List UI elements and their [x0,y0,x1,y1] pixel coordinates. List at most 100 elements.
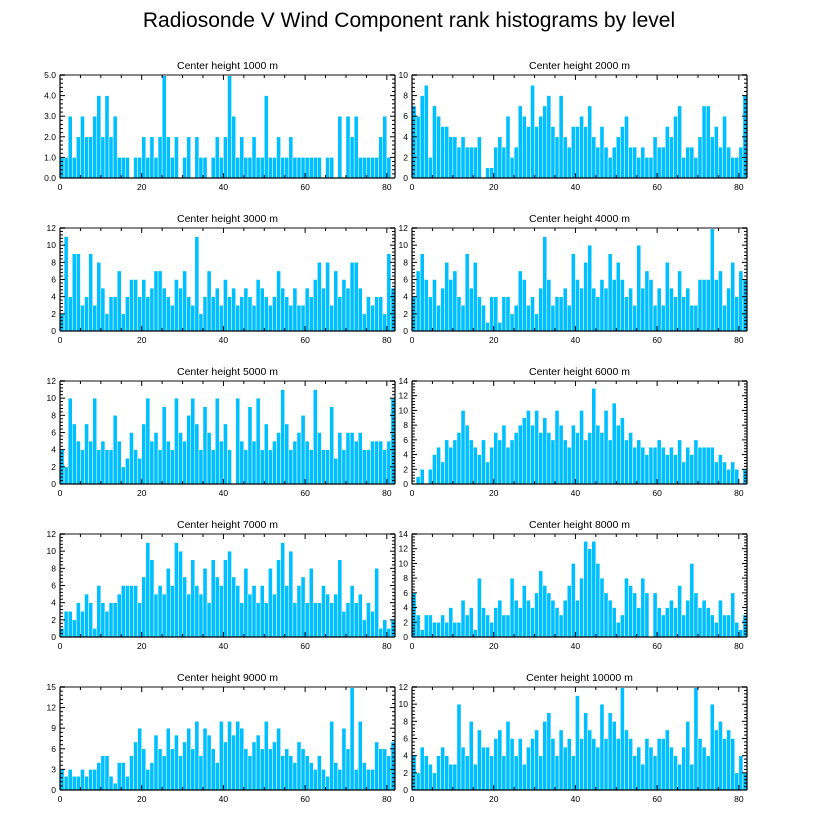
histogram-bar [677,764,682,791]
histogram-bar [701,746,707,791]
histogram-bar [505,721,511,791]
histogram-bar [182,157,187,179]
histogram-bar [206,270,212,332]
histogram-bar [231,734,236,791]
histogram-bar [223,559,228,638]
histogram-bar [345,602,351,638]
histogram-bar [121,466,126,485]
histogram-bar [292,440,298,485]
histogram-bar [72,423,77,485]
histogram-bar [460,746,466,791]
y-tick-label: 10 [399,558,409,568]
histogram-bar [272,157,277,179]
histogram-bar [194,585,200,638]
histogram-bar [264,423,269,485]
histogram-bar [734,622,740,638]
y-tick-label: 14 [399,529,409,539]
histogram-bar [456,146,462,179]
histogram-bar [333,458,339,485]
histogram-bar [284,157,290,179]
histogram-bar [640,287,646,332]
x-tick-label: 0 [410,182,415,192]
histogram-bar [726,729,731,791]
histogram-bar [660,614,666,638]
histogram-bar [59,157,65,179]
histogram-bar [579,738,584,791]
histogram-bar [468,721,474,791]
histogram-bar [129,432,134,485]
histogram-bar [255,279,261,332]
histogram-bar [468,287,474,332]
histogram-bar [542,105,548,179]
y-tick-label: 8 [403,716,408,726]
histogram-bar [219,721,224,791]
histogram-bar [63,236,69,332]
histogram-bar [460,305,466,332]
histogram-bar [362,449,367,485]
histogram-bar [628,585,633,638]
histogram-bar [562,599,568,638]
histogram-bar [509,313,515,332]
histogram-bar [636,244,642,332]
histogram-bar [194,236,200,332]
histogram-bar [493,146,499,179]
histogram-bar [210,296,216,332]
histogram-bar [231,287,236,332]
histogram-bar [96,95,102,179]
histogram-bar [603,146,609,179]
histogram-bar [665,607,670,638]
histogram-bar [697,279,703,332]
histogram-bar [652,592,658,638]
histogram-bar [214,576,220,638]
histogram-bar [67,611,73,638]
histogram-bar [178,432,183,485]
histogram-bar [165,296,171,332]
y-tick-label: 0 [51,785,56,795]
histogram-bar [481,439,486,485]
histogram-bar [170,157,175,179]
histogram-bar [80,769,85,791]
histogram-bar [620,126,625,179]
histogram-bar [178,550,183,638]
histogram-bar [448,764,454,791]
histogram-bar [485,746,490,791]
histogram-panel: Center height 8000 m 0 20 40 60 80 0 2 4 6 8 10 12 14 [399,519,748,651]
histogram-bar [432,279,437,332]
histogram-bar [116,270,122,332]
y-tick-label: 2 [403,617,408,627]
histogram-bar [444,755,450,791]
histogram-bar [255,157,261,179]
histogram-bar [308,762,314,791]
histogram-panel: Center height 9000 m 0 20 40 60 80 0 3 6 9 12 15 [47,672,396,804]
histogram-bar [591,287,597,332]
histogram-bar [121,313,126,332]
histogram-bar [452,439,458,485]
histogram-bar [448,279,454,332]
histogram-bar [300,157,306,179]
histogram-bar [108,296,114,332]
histogram-bar [182,440,187,485]
histogram-bar [186,415,191,485]
histogram-bar [517,607,523,638]
histogram-bar [722,614,727,638]
histogram-bar [660,738,666,791]
histogram-bar [493,607,499,638]
histogram-bar [611,607,617,638]
histogram-bar [284,423,290,485]
x-tick-label: 60 [300,335,310,345]
histogram-bar [214,287,220,332]
histogram-bar [742,469,748,485]
x-tick-label: 80 [734,335,744,345]
histogram-bar [477,136,482,179]
y-tick-label: 4 [51,292,56,302]
histogram-bar [640,577,646,638]
histogram-bar [452,270,458,332]
y-tick-label: 6 [51,275,56,285]
histogram-bar [116,762,122,791]
histogram-bar [554,296,560,332]
histogram-bar [202,157,208,179]
histogram-bar [272,440,277,485]
histogram-bar [223,279,228,332]
histogram-bar [165,136,171,179]
